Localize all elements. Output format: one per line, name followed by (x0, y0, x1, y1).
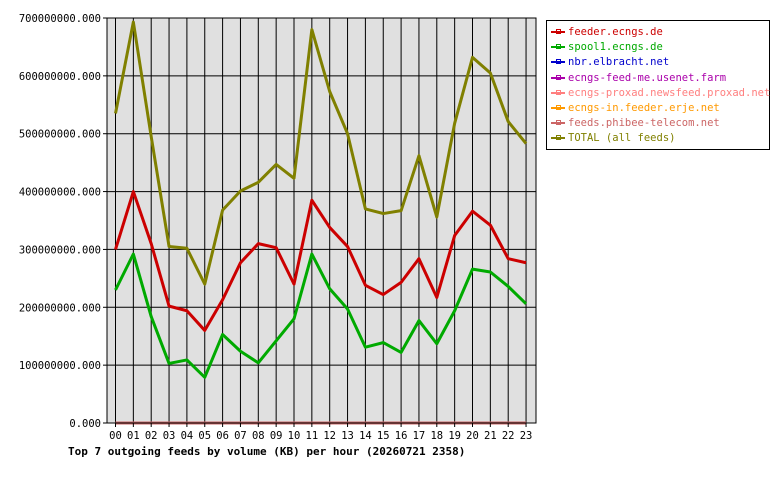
legend-item: ecngs-proxad.newsfeed.proxad.net (551, 86, 770, 101)
y-tick-label: 400000000.000 (19, 187, 101, 199)
axis-layer: 0.000 100000000.000 200000000.000 300000000… (19, 13, 537, 442)
legend-swatch (551, 74, 565, 80)
legend-item: ecngs-in.feeder.erje.net (551, 101, 720, 116)
y-tick-label: 300000000.000 (19, 244, 101, 256)
x-tick-label: 07 (234, 430, 247, 442)
series-line (114, 20, 528, 286)
legend-item: ecngs-feed-me.usenet.farm (551, 71, 726, 86)
x-tick-label: 03 (163, 430, 176, 442)
x-tick-label: 04 (181, 430, 194, 442)
legend-label: ecngs-in.feeder.erje.net (568, 102, 720, 114)
legend-swatch (551, 59, 565, 65)
plot-border (106, 17, 537, 424)
x-tick-label: 11 (306, 430, 319, 442)
legend-label: feeds.phibee-telecom.net (568, 117, 720, 130)
x-tick-label: 17 (413, 430, 426, 442)
legend-swatch (551, 44, 565, 50)
legend-item: feeder.ecngs.de (551, 25, 663, 40)
x-tick-label: 14 (359, 430, 372, 442)
y-tick-label: 0.000 (69, 418, 101, 430)
series-line (114, 252, 528, 379)
legend-item: nbr.elbracht.net (551, 55, 669, 70)
legend: feeder.ecngs.de spool1.ecngs.de nbr.elbrac… (546, 20, 770, 150)
x-tick-label: 10 (288, 430, 301, 442)
legend-label: ecngs-feed-me.usenet.farm (568, 71, 727, 84)
legend-swatch (551, 105, 565, 110)
series-line (114, 190, 527, 332)
y-tick-label: 700000000.000 (19, 13, 101, 25)
x-tick-label: 15 (377, 430, 390, 442)
x-tick-label: 08 (252, 430, 265, 442)
x-tick-label: 19 (448, 430, 461, 442)
legend-label: nbr.elbracht.net (568, 56, 670, 69)
legend-label: spool1.ecngs.de (568, 41, 663, 54)
x-tick-label: 23 (520, 430, 533, 442)
x-tick-label: 09 (270, 430, 283, 442)
x-tick-label: 13 (341, 430, 354, 442)
x-tick-label: 21 (484, 430, 497, 442)
legend-swatch (551, 135, 565, 141)
legend-item: feeds.phibee-telecom.net (551, 116, 720, 131)
x-tick-label: 20 (466, 430, 479, 442)
y-tick-label: 600000000.000 (19, 71, 101, 83)
legend-item: spool1.ecngs.de (551, 40, 663, 55)
legend-swatch (551, 29, 565, 34)
x-tick-label: 06 (216, 430, 229, 442)
x-tick-label: 18 (430, 430, 443, 442)
y-tick-label: 200000000.000 (19, 302, 101, 314)
x-tick-label: 05 (198, 430, 211, 442)
x-tick-label: 00 (109, 430, 122, 442)
grid-layer (107, 17, 536, 424)
x-tick-label: 16 (395, 430, 408, 442)
legend-label: TOTAL (all feeds) (568, 132, 676, 145)
legend-swatch (551, 120, 565, 126)
x-tick-label: 02 (145, 430, 158, 442)
legend-label: feeder.ecngs.de (568, 26, 663, 38)
legend-label: ecngs-proxad.newsfeed.proxad.net (568, 86, 771, 99)
x-tick-label: 12 (323, 430, 336, 442)
y-tick-label: 100000000.000 (19, 360, 101, 372)
x-tick-label: 22 (502, 430, 515, 442)
chart-title: Top 7 outgoing feeds by volume (KB) per … (68, 445, 466, 458)
y-tick-label: 500000000.000 (19, 129, 101, 141)
legend-swatch (551, 89, 565, 95)
x-tick-label: 01 (127, 430, 140, 442)
legend-item: TOTAL (all feeds) (551, 131, 675, 146)
